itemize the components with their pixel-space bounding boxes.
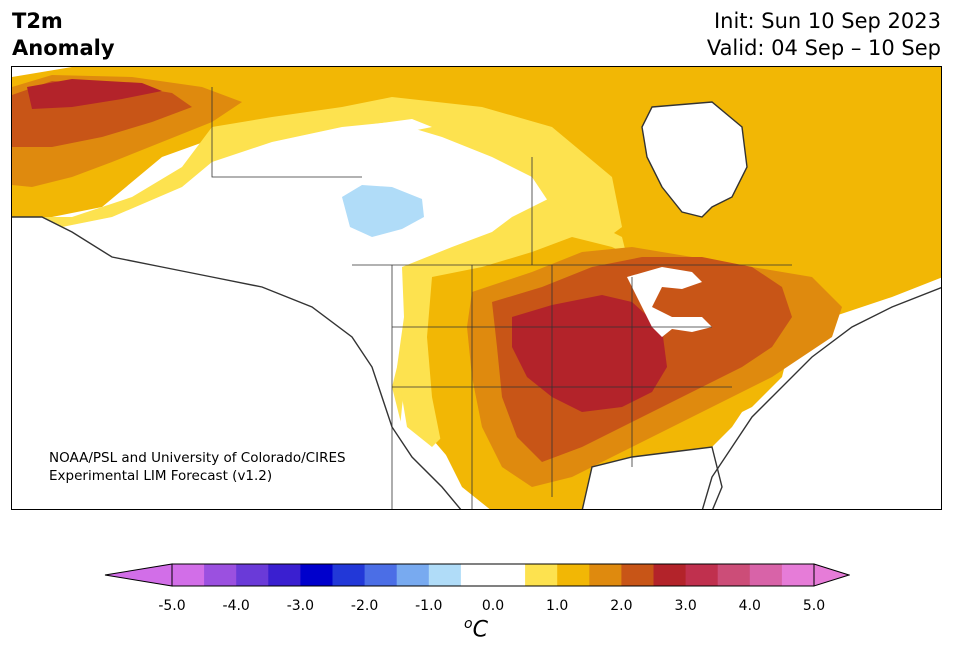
colorbar-segment: [300, 564, 333, 586]
colorbar-segment: [781, 564, 815, 586]
colorbar-segment: [396, 564, 430, 586]
colorbar-segment: [493, 564, 526, 586]
degree-symbol: o: [464, 616, 473, 632]
title-kind: Anomaly: [12, 36, 115, 60]
map-canvas: [12, 67, 941, 509]
colorbar-segment: [204, 564, 237, 586]
colorbar-segment: [717, 564, 751, 586]
colorbar-tick-label: 0.0: [481, 598, 505, 614]
colorbar-segment: [332, 564, 366, 586]
anomaly-region-north-neutral: [352, 119, 432, 135]
colorbar-segment: [653, 564, 687, 586]
forecast-info: Init: Sun 10 Sep 2023 Valid: 04 Sep – 10…: [707, 8, 941, 62]
colorbar-segment: [460, 564, 494, 586]
gulf-of-mexico: [582, 447, 722, 509]
credit-org: NOAA/PSL and University of Colorado/CIRE…: [49, 450, 346, 466]
colorbar-tick-label: -5.0: [158, 598, 186, 614]
anomaly-map: [11, 66, 942, 510]
colorbar-outline: [171, 563, 815, 587]
colorbar-segment: [236, 564, 269, 586]
anomaly-region-cold: [342, 185, 424, 237]
colorbar-segment: [428, 564, 462, 586]
hudson-bay: [642, 102, 747, 217]
unit-letter: C: [472, 617, 488, 643]
colorbar-segment: [268, 564, 301, 586]
colorbar-unit: oC: [464, 616, 488, 642]
colorbar: [104, 563, 850, 587]
anomaly-region-alaska-level5: [27, 79, 162, 109]
colorbar-tick-label: -3.0: [286, 598, 315, 614]
colorbar-segment: [685, 564, 719, 586]
great-lakes: [627, 267, 712, 337]
colorbar-tick-label: 1.0: [546, 598, 569, 614]
colorbar-tick-label: 2.0: [610, 598, 633, 614]
colorbar-segment: [525, 564, 558, 586]
colorbar-segment: [364, 564, 398, 586]
colorbar-tick-label: -2.0: [350, 598, 379, 614]
colorbar-segment: [172, 564, 205, 586]
colorbar-tick-label: 4.0: [738, 598, 761, 614]
state-borders: [211, 87, 792, 509]
init-date: Init: Sun 10 Sep 2023: [713, 9, 941, 33]
colorbar-tick-label: 3.0: [674, 598, 697, 614]
colorbar-tick-label: 5.0: [802, 598, 826, 614]
pacific-ocean: [12, 217, 461, 509]
colorbar-tick-label: -1.0: [415, 598, 443, 614]
colorbar-under-triangle: [104, 563, 173, 587]
colorbar-segment: [557, 564, 590, 586]
colorbar-tick-label: -4.0: [222, 598, 250, 614]
colorbar-segment: [621, 564, 654, 586]
colorbar-over-triangle: [813, 563, 850, 587]
coastlines: [12, 101, 941, 509]
colorbar-segment: [749, 564, 783, 586]
credit-model: Experimental LIM Forecast (v1.2): [49, 468, 273, 484]
map-title: T2m Anomaly: [12, 8, 115, 62]
valid-range: Valid: 04 Sep – 10 Sep: [706, 36, 941, 60]
atlantic-ocean: [702, 287, 941, 509]
title-variable: T2m: [12, 9, 63, 33]
colorbar-segment: [589, 564, 622, 586]
anomaly-region-central-level5: [512, 295, 667, 412]
credit-text: NOAA/PSL and University of Colorado/CIRE…: [49, 449, 346, 485]
